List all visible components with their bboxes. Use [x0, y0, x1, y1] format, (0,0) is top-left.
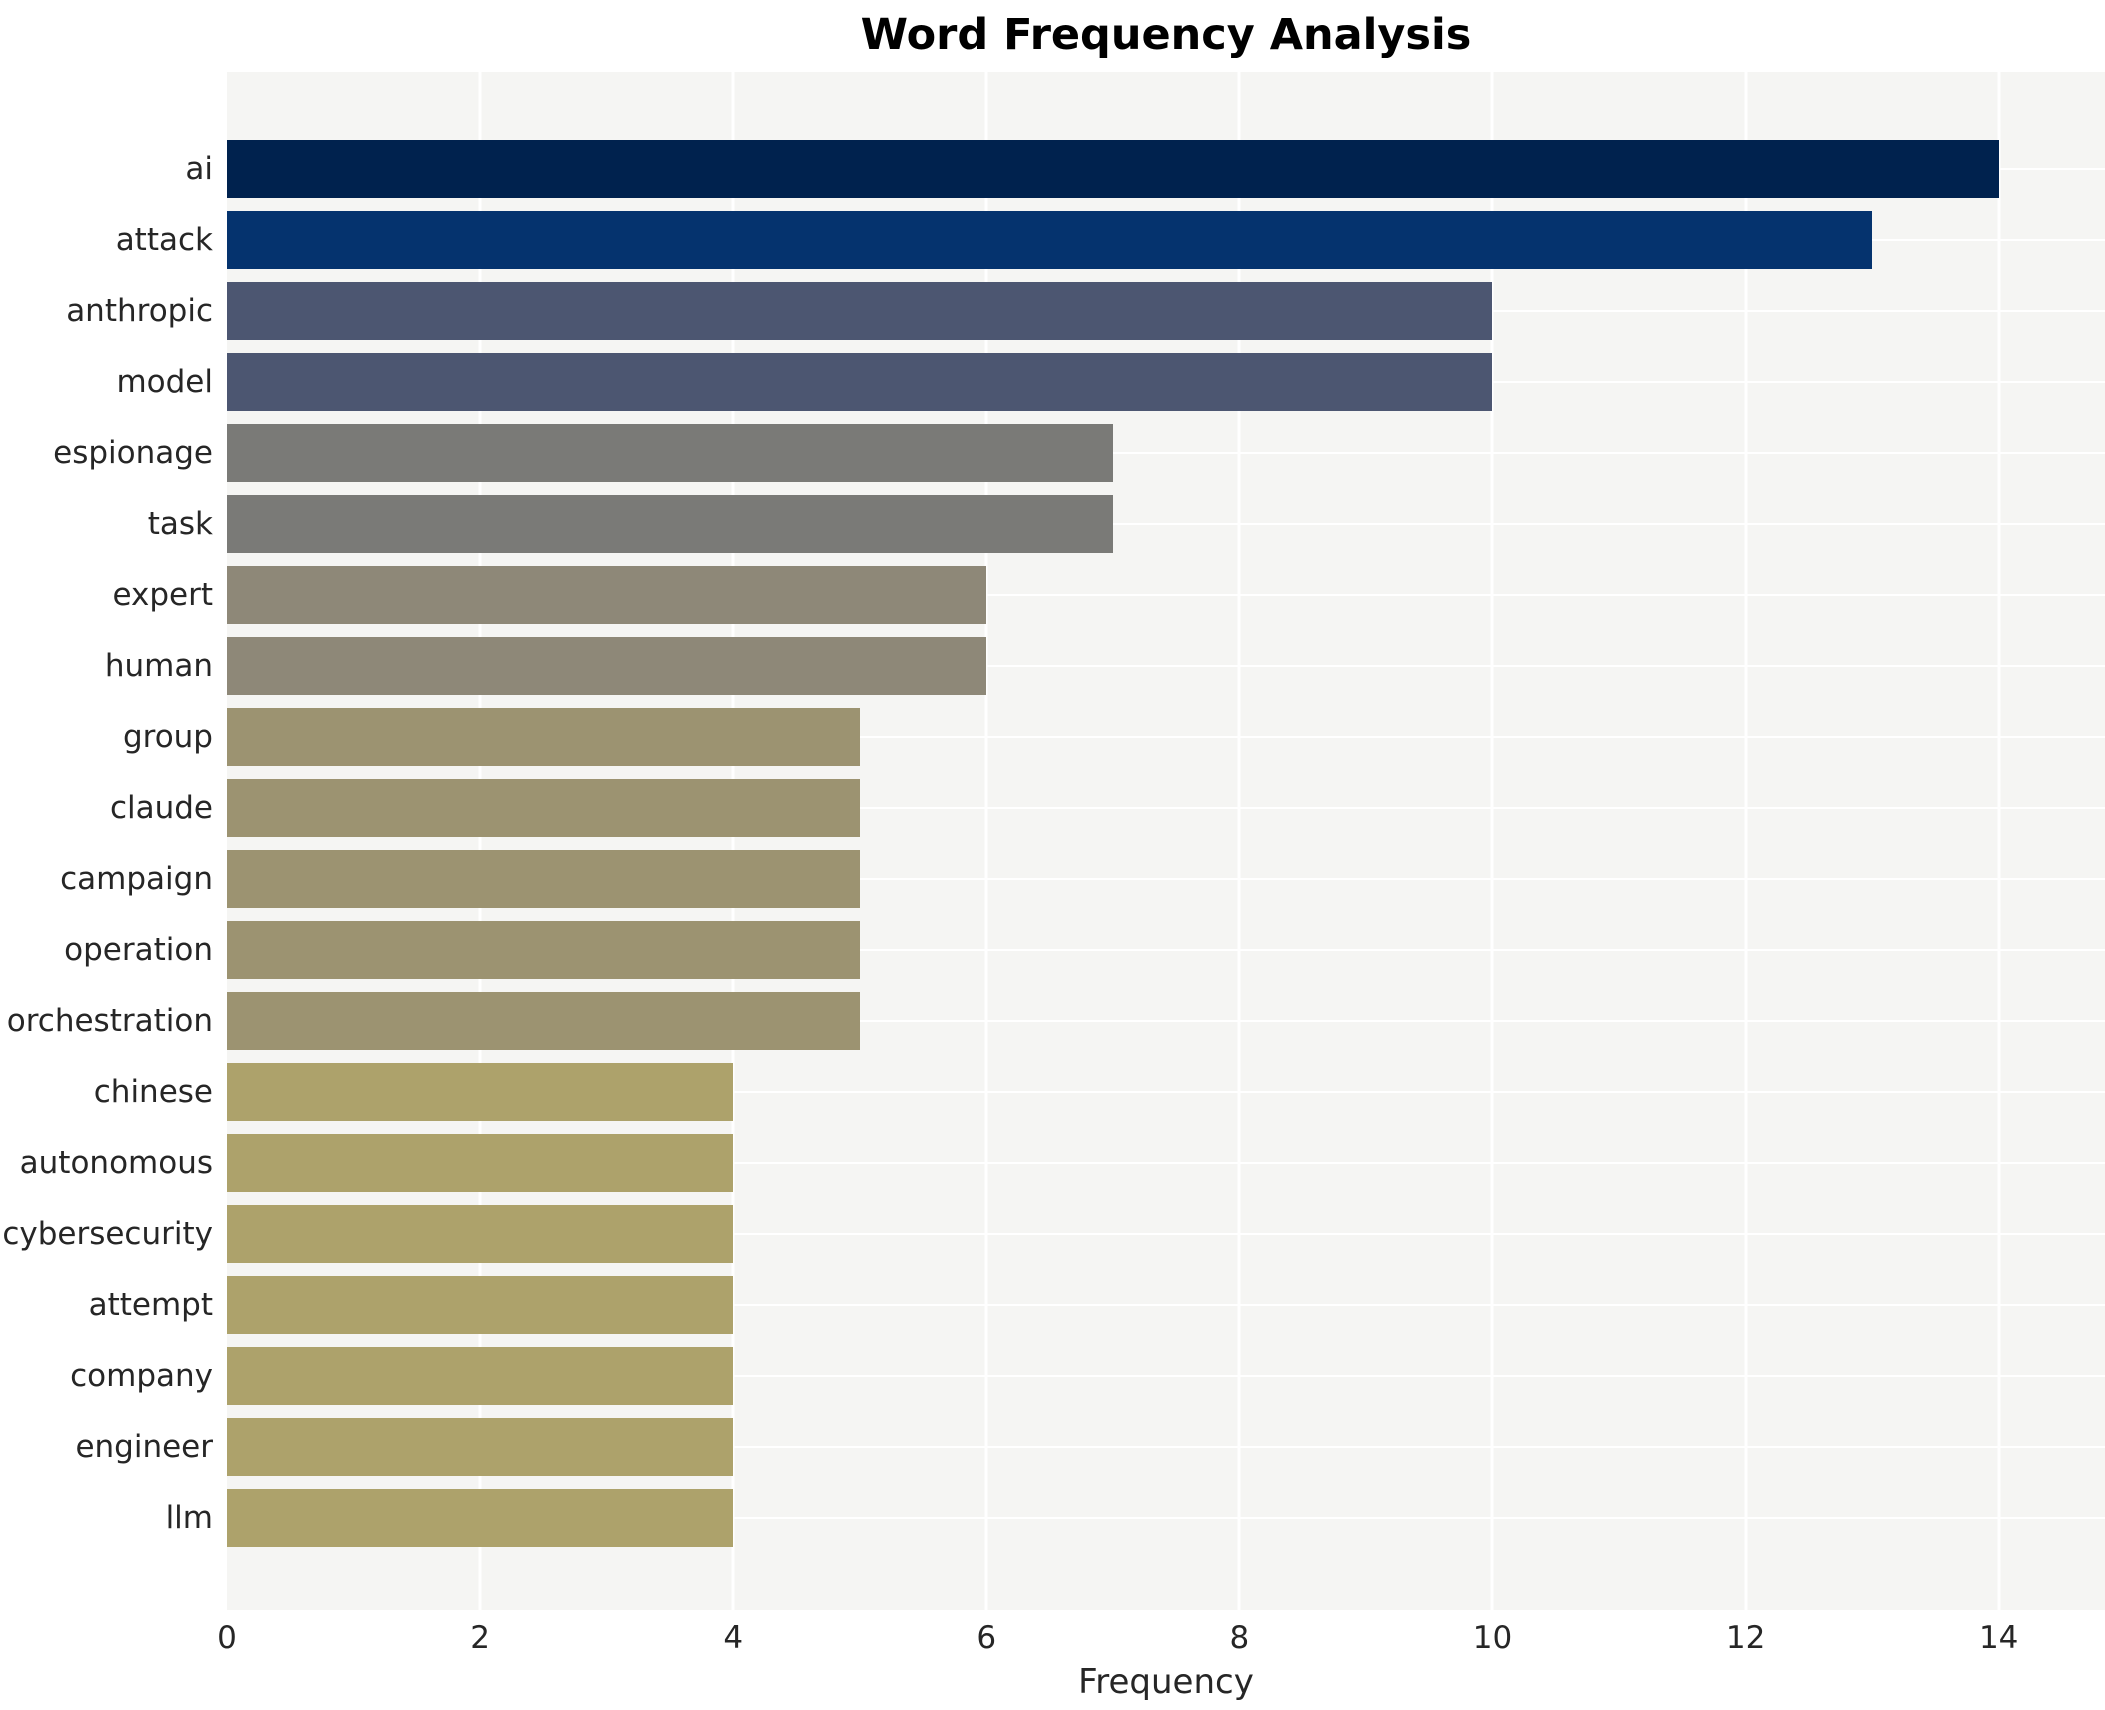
gridline-horizontal	[227, 878, 2105, 880]
y-axis-label-espionage: espionage	[53, 435, 213, 471]
gridline-horizontal	[227, 665, 2105, 667]
y-axis-label-orchestration: orchestration	[6, 1003, 213, 1039]
bar-task	[227, 495, 1113, 553]
y-axis-label-engineer: engineer	[75, 1429, 213, 1465]
y-axis-label-anthropic: anthropic	[66, 293, 213, 329]
y-axis-label-claude: claude	[109, 790, 213, 826]
bar-attempt	[227, 1276, 734, 1334]
bar-campaign	[227, 850, 860, 908]
x-axis-tick-10: 10	[1472, 1620, 1513, 1656]
y-axis-label-operation: operation	[64, 932, 213, 968]
bar-engineer	[227, 1418, 734, 1476]
y-axis-label-group: group	[122, 719, 213, 755]
bar-group	[227, 708, 860, 766]
x-axis-tick-0: 0	[217, 1620, 237, 1656]
bar-claude	[227, 779, 860, 837]
bar-orchestration	[227, 992, 860, 1050]
gridline-vertical	[1997, 72, 2001, 1610]
y-axis-label-expert: expert	[112, 577, 213, 613]
bar-ai	[227, 140, 1999, 198]
bar-espionage	[227, 424, 1113, 482]
y-axis-label-autonomous: autonomous	[19, 1145, 213, 1181]
gridline-vertical	[984, 72, 988, 1610]
gridline-horizontal	[227, 1375, 2105, 1377]
gridline-horizontal	[227, 1304, 2105, 1306]
bar-llm	[227, 1489, 734, 1547]
bar-model	[227, 353, 1493, 411]
bar-autonomous	[227, 1134, 734, 1192]
x-axis-tick-14: 14	[1978, 1620, 2019, 1656]
gridline-vertical	[1744, 72, 1748, 1610]
y-axis-label-attempt: attempt	[88, 1287, 213, 1323]
y-axis-label-task: task	[147, 506, 213, 542]
x-axis-tick-4: 4	[723, 1620, 744, 1656]
x-axis-tick-2: 2	[470, 1620, 490, 1656]
gridline-horizontal	[227, 1233, 2105, 1235]
x-axis-tick-6: 6	[976, 1620, 997, 1656]
bar-attack	[227, 211, 1873, 269]
bar-human	[227, 637, 987, 695]
x-axis-tick-8: 8	[1229, 1620, 1250, 1656]
gridline-horizontal	[227, 1517, 2105, 1519]
bar-company	[227, 1347, 734, 1405]
bar-anthropic	[227, 282, 1493, 340]
gridline-horizontal	[227, 1162, 2105, 1164]
gridline-horizontal	[227, 594, 2105, 596]
gridline-horizontal	[227, 1020, 2105, 1022]
gridline-horizontal	[227, 1446, 2105, 1448]
gridline-horizontal	[227, 807, 2105, 809]
gridline-horizontal	[227, 949, 2105, 951]
bar-chinese	[227, 1063, 734, 1121]
bar-operation	[227, 921, 860, 979]
x-axis-title: Frequency	[1078, 1662, 1254, 1702]
gridline-vertical	[1237, 72, 1241, 1610]
y-axis-label-campaign: campaign	[60, 861, 213, 897]
x-axis-tick-12: 12	[1725, 1620, 1766, 1656]
y-axis-label-chinese: chinese	[93, 1074, 213, 1110]
gridline-vertical	[1490, 72, 1494, 1610]
y-axis-label-human: human	[104, 648, 213, 684]
y-axis-label-attack: attack	[115, 222, 213, 258]
bar-expert	[227, 566, 987, 624]
gridline-horizontal	[227, 1091, 2105, 1093]
gridline-horizontal	[227, 452, 2105, 454]
gridline-horizontal	[227, 736, 2105, 738]
chart-title: Word Frequency Analysis	[860, 10, 1472, 60]
y-axis-label-company: company	[70, 1358, 213, 1394]
gridline-vertical	[478, 72, 482, 1610]
bar-cybersecurity	[227, 1205, 734, 1263]
gridline-vertical	[731, 72, 735, 1610]
y-axis-label-ai: ai	[185, 151, 213, 187]
gridline-horizontal	[227, 523, 2105, 525]
y-axis-label-model: model	[116, 364, 213, 400]
y-axis-label-cybersecurity: cybersecurity	[2, 1216, 213, 1252]
y-axis-label-llm: llm	[165, 1500, 213, 1536]
